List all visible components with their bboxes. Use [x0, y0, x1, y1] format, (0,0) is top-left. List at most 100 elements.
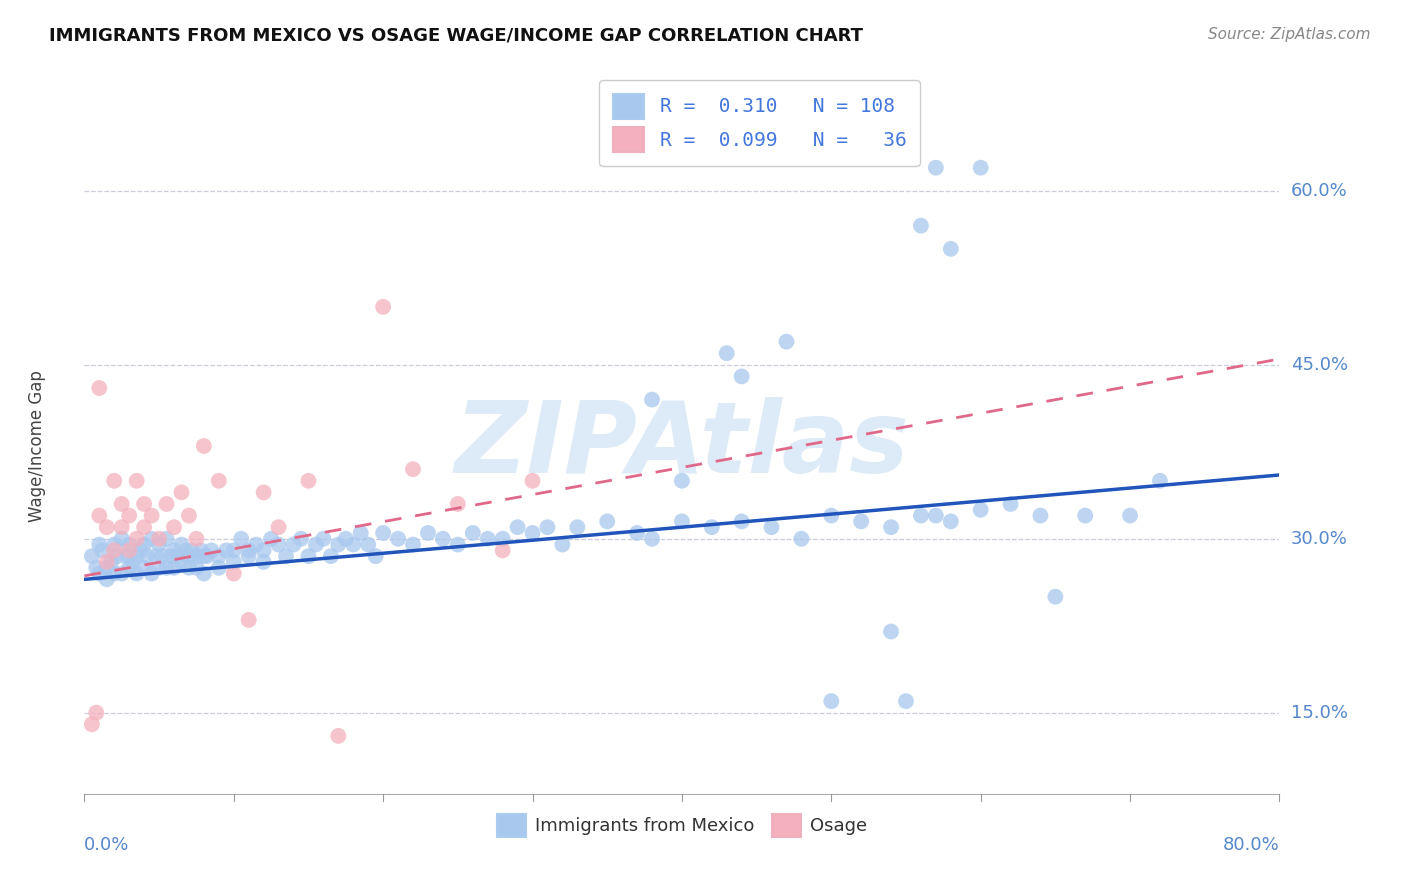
Point	[155, 497, 177, 511]
Point	[89, 508, 111, 523]
Point	[245, 537, 267, 551]
Point	[177, 561, 200, 575]
Point	[193, 566, 215, 581]
Point	[129, 543, 152, 558]
Point	[163, 561, 186, 575]
Point	[132, 497, 156, 511]
Point	[118, 537, 141, 551]
Point	[402, 462, 425, 476]
Point	[195, 549, 218, 564]
Point	[186, 532, 208, 546]
Point	[319, 549, 342, 564]
Point	[208, 549, 231, 564]
Point	[387, 532, 409, 546]
Point	[103, 566, 125, 581]
Point	[166, 549, 188, 564]
Point	[100, 555, 122, 569]
Point	[1045, 590, 1067, 604]
Point	[925, 508, 948, 523]
Point	[170, 485, 193, 500]
Point	[148, 561, 170, 575]
Point	[447, 537, 470, 551]
Point	[267, 537, 290, 551]
Point	[492, 543, 515, 558]
Point	[103, 537, 125, 551]
Point	[125, 532, 148, 546]
Text: Source: ZipAtlas.com: Source: ZipAtlas.com	[1208, 27, 1371, 42]
Point	[373, 526, 395, 541]
Point	[141, 532, 163, 546]
Point	[121, 555, 143, 569]
Point	[260, 532, 283, 546]
Point	[215, 543, 238, 558]
Point	[86, 706, 108, 720]
Point	[115, 549, 138, 564]
Point	[910, 219, 932, 233]
Point	[190, 543, 212, 558]
Point	[193, 439, 215, 453]
Text: 45.0%: 45.0%	[1291, 356, 1348, 374]
Point	[731, 369, 754, 384]
Point	[170, 555, 193, 569]
Point	[402, 537, 425, 551]
Point	[160, 549, 183, 564]
Point	[222, 555, 245, 569]
Point	[148, 532, 170, 546]
Point	[492, 532, 515, 546]
Point	[96, 573, 118, 587]
Point	[1074, 508, 1097, 523]
Point	[880, 520, 903, 534]
Point	[132, 520, 156, 534]
Point	[328, 729, 350, 743]
Point	[80, 549, 103, 564]
Point	[89, 537, 111, 551]
Point	[103, 474, 125, 488]
Point	[671, 514, 693, 528]
Text: 80.0%: 80.0%	[1223, 836, 1279, 854]
Point	[253, 485, 276, 500]
Point	[894, 694, 917, 708]
Point	[253, 555, 276, 569]
Point	[141, 508, 163, 523]
Point	[775, 334, 797, 349]
Point	[290, 532, 312, 546]
Point	[163, 543, 186, 558]
Text: 0.0%: 0.0%	[84, 836, 129, 854]
Point	[1119, 508, 1142, 523]
Point	[208, 561, 231, 575]
Point	[477, 532, 499, 546]
Point	[335, 532, 357, 546]
Point	[342, 537, 364, 551]
Point	[222, 566, 245, 581]
Point	[118, 561, 141, 575]
Point	[118, 543, 141, 558]
Point	[536, 520, 558, 534]
Point	[155, 532, 177, 546]
Point	[939, 242, 962, 256]
Point	[641, 392, 664, 407]
Point	[125, 566, 148, 581]
Point	[136, 549, 159, 564]
Point	[208, 474, 231, 488]
Point	[148, 537, 170, 551]
Point	[132, 561, 156, 575]
Point	[125, 549, 148, 564]
Point	[820, 694, 842, 708]
Point	[238, 543, 260, 558]
Point	[103, 543, 125, 558]
Point	[671, 474, 693, 488]
Point	[238, 549, 260, 564]
Text: Wage/Income Gap: Wage/Income Gap	[28, 370, 45, 522]
Point	[111, 532, 134, 546]
Point	[297, 474, 319, 488]
Point	[238, 613, 260, 627]
Point	[350, 526, 373, 541]
Point	[186, 561, 208, 575]
Text: 15.0%: 15.0%	[1291, 704, 1347, 722]
Point	[177, 549, 200, 564]
Point	[1000, 497, 1022, 511]
Point	[970, 503, 993, 517]
Point	[267, 520, 290, 534]
Point	[925, 161, 948, 175]
Point	[193, 549, 215, 564]
